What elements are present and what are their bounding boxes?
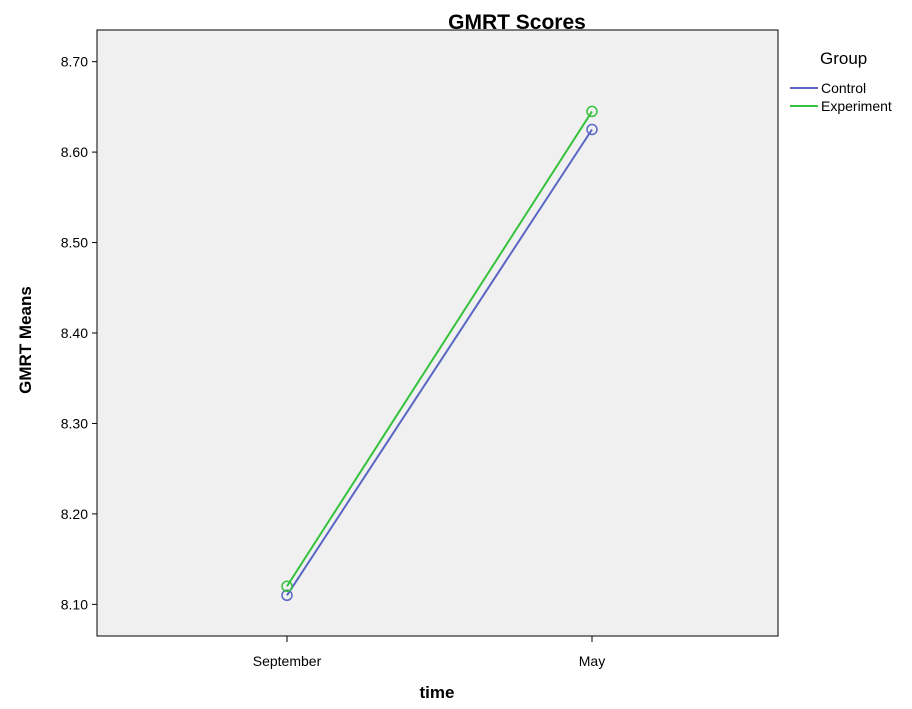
x-tick-label: May — [579, 653, 605, 669]
y-axis-title: GMRT Means — [16, 286, 35, 394]
y-tick-label: 8.10 — [61, 596, 88, 612]
y-tick-label: 8.40 — [61, 325, 88, 341]
plot-area — [96, 29, 779, 637]
series-layer — [281, 105, 598, 602]
legend: Control Experiment — [790, 80, 892, 114]
y-tick-label: 8.20 — [61, 506, 88, 522]
legend-title: Group — [820, 49, 867, 68]
y-tick-label: 8.30 — [61, 415, 88, 431]
y-tick-label: 8.70 — [61, 54, 88, 70]
x-tick-label: September — [253, 653, 322, 669]
x-axis-ticks: September May — [253, 636, 605, 669]
series-line-experiment — [286, 110, 593, 587]
y-tick-label: 8.60 — [61, 144, 88, 160]
data-point-control — [281, 589, 293, 602]
legend-label-control: Control — [821, 80, 866, 96]
x-axis-title: time — [420, 683, 455, 702]
legend-label-experiment: Experiment — [821, 98, 892, 114]
data-point-control — [586, 123, 598, 136]
series-line-control — [286, 128, 593, 596]
y-tick-label: 8.50 — [61, 235, 88, 251]
data-point-experiment — [281, 580, 293, 593]
y-axis-ticks: 8.10 8.20 8.30 8.40 8.50 8.60 8.70 — [61, 54, 97, 612]
data-point-experiment — [586, 105, 598, 118]
chart-title: GMRT Scores — [448, 11, 586, 34]
